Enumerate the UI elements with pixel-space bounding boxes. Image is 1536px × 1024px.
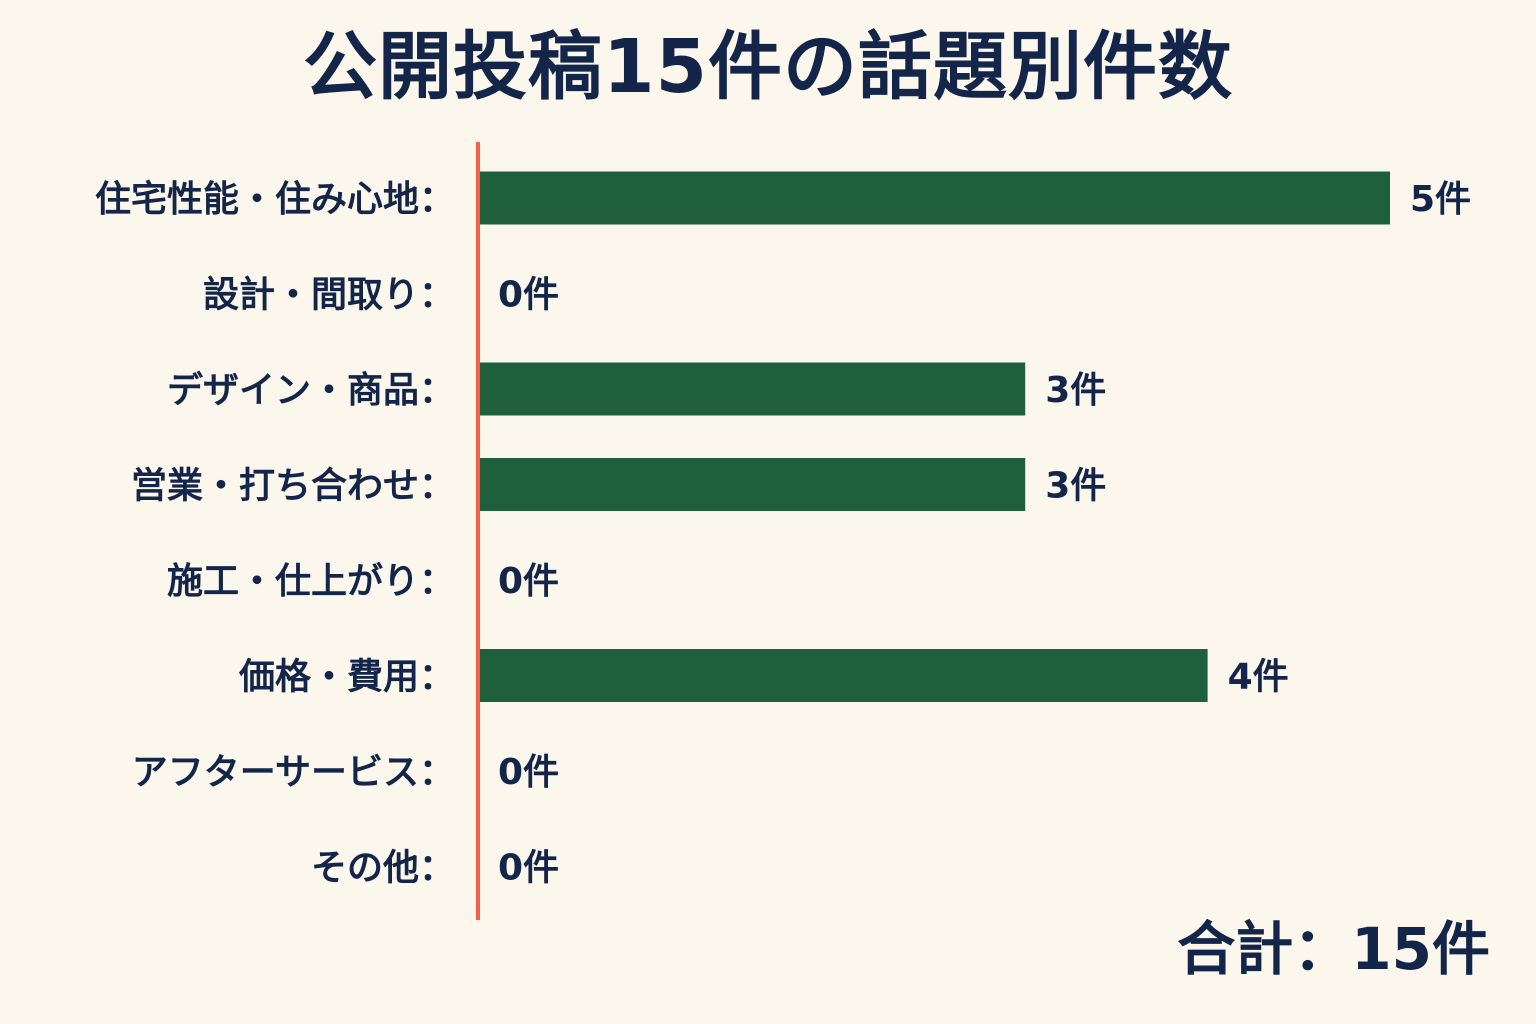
category-label: 施工・仕上がり：: [167, 561, 455, 602]
category-label: その他：: [311, 848, 455, 889]
bar: [478, 458, 1026, 511]
category-label: 営業・打ち合わせ：: [131, 466, 455, 507]
total-label: 合計：15件: [1177, 915, 1490, 983]
category-label: 住宅性能・住み心地：: [95, 178, 455, 220]
bar: [478, 362, 1026, 416]
category-label: デザイン・商品：: [167, 369, 455, 411]
value-label: 5件: [1410, 179, 1471, 220]
category-label: 設計・間取り：: [203, 275, 455, 316]
category-label: アフターサービス：: [132, 752, 455, 793]
chart-title: 公開投稿15件の話題別件数: [303, 24, 1233, 110]
value-label: 0件: [498, 275, 559, 316]
value-label: 0件: [498, 561, 559, 602]
bar: [478, 171, 1390, 225]
value-label: 3件: [1045, 466, 1106, 507]
value-label: 4件: [1228, 657, 1289, 698]
value-label: 0件: [498, 752, 559, 793]
value-label: 0件: [498, 848, 559, 889]
value-label: 3件: [1045, 370, 1106, 411]
category-label: 価格・費用：: [238, 657, 455, 698]
bar: [478, 649, 1208, 702]
